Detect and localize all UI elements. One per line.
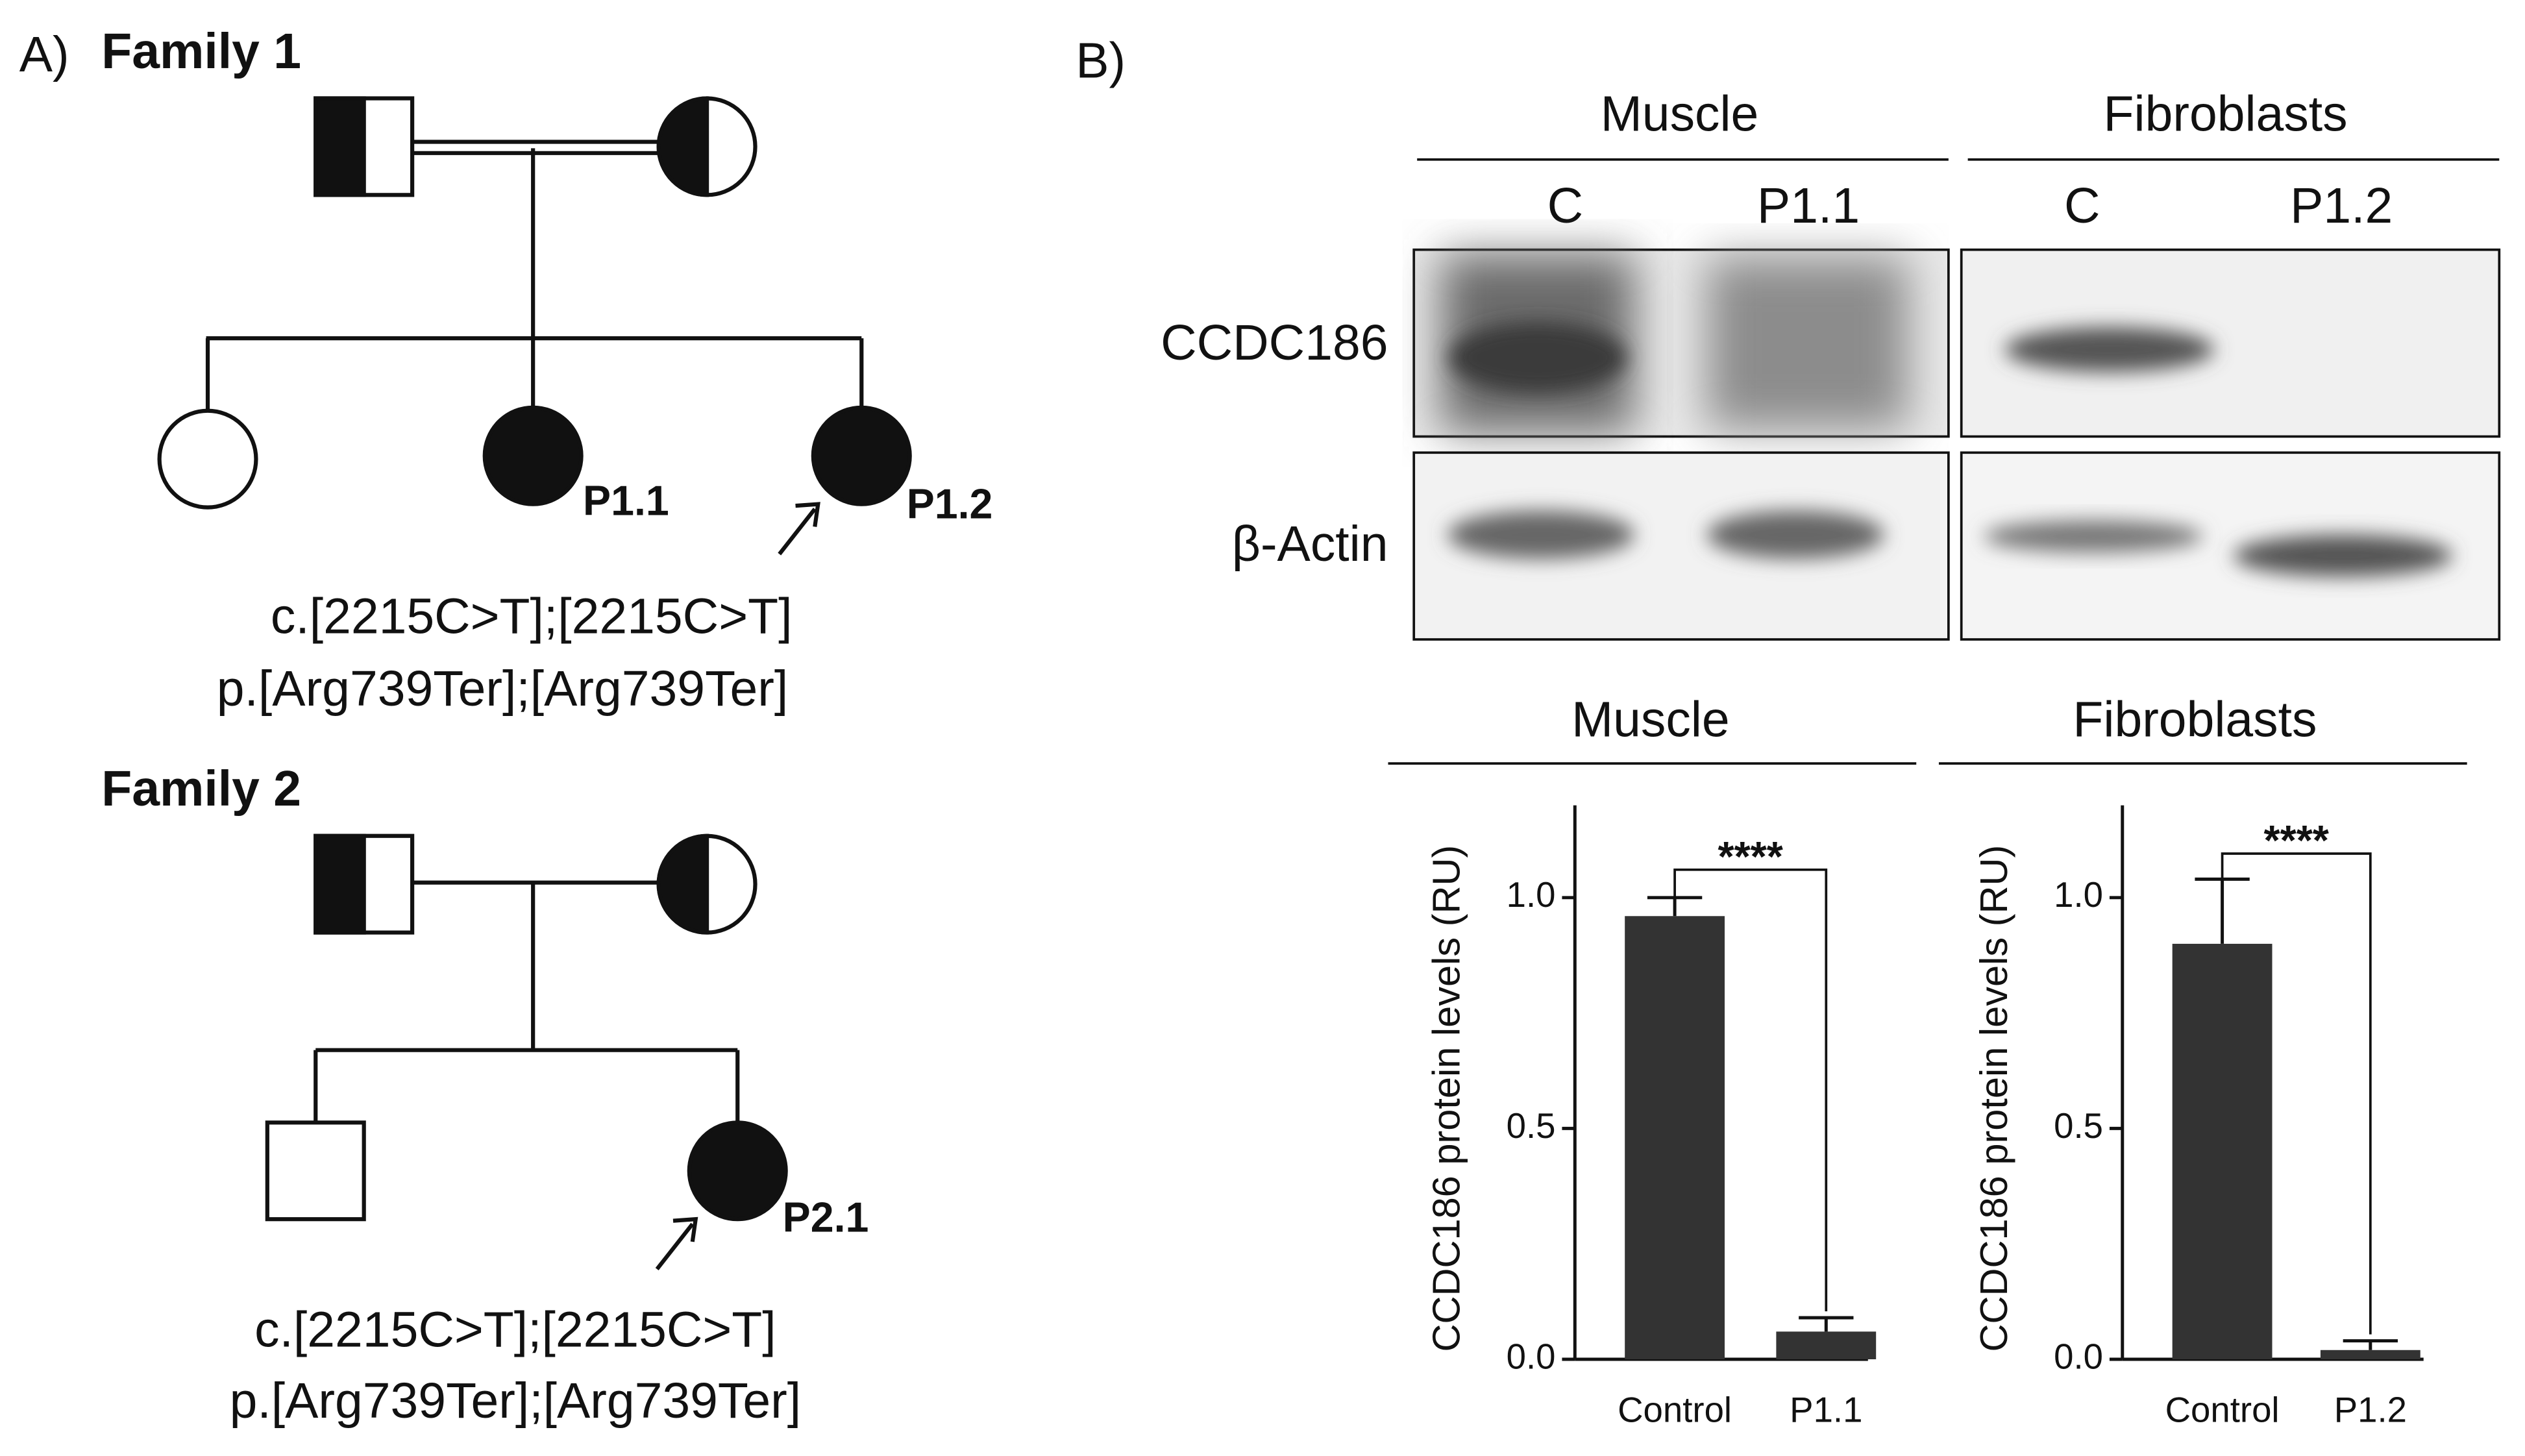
x-tick-label: P1.1 xyxy=(1790,1390,1862,1429)
lane-label: C xyxy=(2064,178,2100,234)
y-tick-label: 1.0 xyxy=(2054,875,2103,915)
x-tick-label: Control xyxy=(2165,1390,2280,1429)
tissue-label: Muscle xyxy=(1601,86,1759,142)
variant: p.[Arg739Ter];[Arg739Ter] xyxy=(217,661,788,717)
y-tick-label: 0.5 xyxy=(1507,1106,1556,1146)
x-tick-label: Control xyxy=(1618,1390,1732,1429)
y-tick-label: 1.0 xyxy=(1507,875,1556,915)
variant: c.[2215C>T];[2215C>T] xyxy=(271,589,793,645)
panel-label: B) xyxy=(1076,33,1126,89)
significance-bracket xyxy=(1673,868,1828,1312)
significance-bracket xyxy=(2221,852,2372,1335)
bar xyxy=(1776,1331,1877,1359)
error-bar xyxy=(1647,896,1703,917)
error-bar xyxy=(1799,1316,1854,1332)
bar xyxy=(2172,943,2272,1359)
protein-label: CCDC186 xyxy=(1161,315,1388,371)
error-bar xyxy=(2343,1339,2398,1350)
variant: c.[2215C>T];[2215C>T] xyxy=(254,1302,776,1358)
family-title: Family 1 xyxy=(101,23,301,79)
variant: p.[Arg739Ter];[Arg739Ter] xyxy=(230,1373,801,1429)
bar xyxy=(2320,1350,2420,1359)
patient-label: P2.1 xyxy=(783,1194,869,1241)
annotation: **** xyxy=(2264,817,2330,864)
lane-label: P1.1 xyxy=(1757,178,1860,234)
x-tick-label: P1.2 xyxy=(2334,1390,2407,1429)
patient-label: P1.2 xyxy=(907,481,993,528)
family-title: Family 2 xyxy=(101,761,301,817)
panel-label: A) xyxy=(19,27,69,82)
y-tick-label: 0.0 xyxy=(1507,1337,1556,1376)
lane-label: C xyxy=(1547,178,1584,234)
lane-label: P1.2 xyxy=(2290,178,2393,234)
patient-label: P1.1 xyxy=(583,478,669,524)
bar xyxy=(1625,916,1725,1359)
y-axis-label: CCDC186 protein levels (RU) xyxy=(1425,845,1468,1352)
y-tick-label: 0.0 xyxy=(2054,1337,2103,1376)
y-tick-label: 0.5 xyxy=(2054,1106,2103,1146)
tissue-label: Fibroblasts xyxy=(2104,86,2348,142)
protein-label: β-Actin xyxy=(1232,516,1388,572)
chart-title: Fibroblasts xyxy=(2073,691,2317,747)
error-bar xyxy=(2195,877,2250,944)
annotation: **** xyxy=(1718,833,1783,880)
pedigree-2 xyxy=(265,833,788,1270)
pedigree-1 xyxy=(157,96,912,556)
blot-image xyxy=(1412,248,2501,641)
chart-title: Muscle xyxy=(1571,691,1730,747)
y-axis-label: CCDC186 protein levels (RU) xyxy=(1972,845,2015,1352)
